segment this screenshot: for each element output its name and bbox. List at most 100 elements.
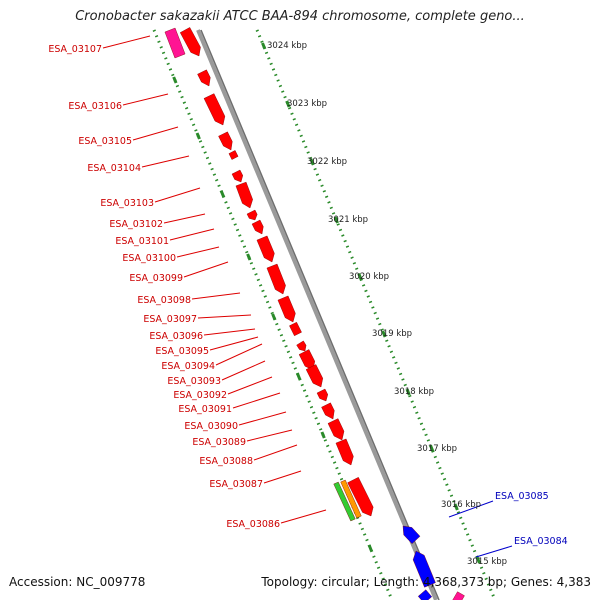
gene-label: ESA_03086 bbox=[226, 519, 280, 530]
ruler-tick bbox=[219, 190, 226, 198]
ruler-tick bbox=[295, 372, 302, 380]
gene-label: ESA_03090 bbox=[184, 421, 238, 432]
label-leader-line bbox=[122, 93, 169, 106]
gene-label: ESA_03104 bbox=[87, 163, 141, 174]
ruler-tick bbox=[429, 445, 435, 453]
ruler-label: 3016 kbp bbox=[441, 500, 481, 510]
gene-feature bbox=[277, 295, 296, 323]
ruler-dots-outer bbox=[255, 29, 497, 600]
gene-feature bbox=[402, 525, 421, 544]
gene-label: ESA_03097 bbox=[143, 314, 197, 325]
ruler-tick bbox=[453, 503, 459, 511]
ruler-labels: 3024 kbp 3023 kbp 3022 kbp 3021 kbp 3020 kbp… bbox=[267, 41, 507, 567]
gene-label: ESA_03087 bbox=[209, 479, 263, 490]
gene-label: ESA_03089 bbox=[192, 437, 246, 448]
gene-feature bbox=[296, 340, 307, 352]
label-leader-line bbox=[280, 509, 327, 524]
label-leader-line bbox=[191, 292, 241, 300]
ruler-tick bbox=[381, 330, 387, 338]
gene-labels: ESA_03107 ESA_03106 ESA_03105 ESA_03104 ESA_… bbox=[48, 44, 567, 547]
gene-feature bbox=[179, 27, 201, 57]
gene-label: ESA_03102 bbox=[109, 219, 163, 230]
label-leader-line bbox=[154, 187, 201, 203]
ruler-tick bbox=[333, 216, 339, 224]
gene-feature bbox=[256, 235, 275, 263]
ruler-tick bbox=[261, 42, 267, 50]
ruler-label: 3019 kbp bbox=[372, 329, 412, 339]
gene-feature bbox=[164, 27, 186, 59]
map-title: Cronobacter sakazakii ATCC BAA-894 chrom… bbox=[75, 9, 525, 24]
gene-label: ESA_03092 bbox=[173, 390, 227, 401]
ruler-label: 3023 kbp bbox=[287, 99, 327, 109]
gene-feature bbox=[235, 181, 253, 209]
label-leader-line bbox=[132, 126, 179, 141]
gene-feature bbox=[417, 589, 433, 600]
ruler-label: 3018 kbp bbox=[394, 387, 434, 397]
label-leader-line bbox=[197, 314, 252, 319]
gene-feature bbox=[266, 263, 286, 295]
ruler-tick bbox=[320, 431, 326, 439]
label-leader-line bbox=[176, 246, 220, 258]
ruler-tick bbox=[172, 76, 178, 84]
gene-label: ESA_03099 bbox=[129, 273, 183, 284]
gene-label: ESA_03093 bbox=[167, 376, 221, 387]
label-leader-line bbox=[227, 376, 273, 395]
label-leader-line bbox=[163, 213, 206, 224]
ruler-tick bbox=[246, 253, 252, 261]
label-leader-lines bbox=[102, 35, 513, 558]
ruler-tick bbox=[367, 544, 373, 552]
gene-label: ESA_03100 bbox=[122, 253, 176, 264]
gene-feature bbox=[321, 402, 335, 420]
ruler-label: 3021 kbp bbox=[328, 215, 368, 225]
gene-feature bbox=[327, 418, 345, 441]
label-leader-line bbox=[141, 155, 190, 168]
ruler-label: 3017 kbp bbox=[417, 444, 457, 454]
label-leader-line bbox=[238, 411, 287, 426]
ruler-track-outer bbox=[255, 29, 497, 600]
gene-feature bbox=[335, 438, 354, 466]
gene-feature bbox=[347, 477, 374, 517]
ruler-tick bbox=[309, 158, 315, 166]
label-leader-line bbox=[475, 545, 513, 558]
ruler-tick bbox=[271, 313, 277, 321]
ruler-tick bbox=[285, 100, 291, 108]
ruler-tick bbox=[405, 388, 411, 396]
gene-label: ESA_03085 bbox=[495, 491, 549, 502]
gene-label: ESA_03105 bbox=[78, 136, 132, 147]
label-leader-line bbox=[246, 429, 293, 442]
label-leader-line bbox=[209, 336, 259, 351]
gene-feature bbox=[316, 388, 329, 402]
gene-label: ESA_03088 bbox=[199, 456, 253, 467]
accession-text: Accession: NC_009778 bbox=[9, 575, 146, 589]
gene-feature bbox=[305, 364, 324, 388]
gene-feature bbox=[289, 321, 302, 337]
gene-label: ESA_03101 bbox=[115, 236, 169, 247]
label-leader-line bbox=[263, 470, 302, 484]
gene-label: ESA_03106 bbox=[68, 101, 122, 112]
sequence-backbone bbox=[196, 29, 440, 600]
ruler-tick bbox=[195, 132, 201, 140]
label-leader-line bbox=[102, 35, 151, 49]
label-leader-line bbox=[203, 328, 256, 336]
ruler-label: 3015 kbp bbox=[467, 557, 507, 567]
label-leader-line bbox=[253, 444, 298, 461]
gene-feature bbox=[218, 131, 233, 151]
label-leader-line bbox=[183, 261, 229, 278]
gene-label: ESA_03084 bbox=[514, 536, 568, 547]
gene-label: ESA_03094 bbox=[161, 361, 215, 372]
label-leader-line bbox=[221, 360, 266, 381]
gene-feature bbox=[412, 550, 436, 588]
gene-label: ESA_03107 bbox=[48, 44, 102, 55]
gene-label: ESA_03098 bbox=[137, 295, 191, 306]
label-leader-line bbox=[232, 392, 281, 409]
gene-feature bbox=[197, 69, 211, 87]
ruler-dots-inner bbox=[152, 29, 394, 600]
gene-feature bbox=[203, 93, 226, 126]
gene-feature bbox=[333, 481, 356, 522]
gene-features bbox=[164, 27, 465, 600]
gene-label: ESA_03096 bbox=[149, 331, 203, 342]
gene-feature bbox=[452, 591, 465, 600]
label-leader-line bbox=[215, 343, 263, 366]
ruler-tick bbox=[475, 556, 481, 564]
